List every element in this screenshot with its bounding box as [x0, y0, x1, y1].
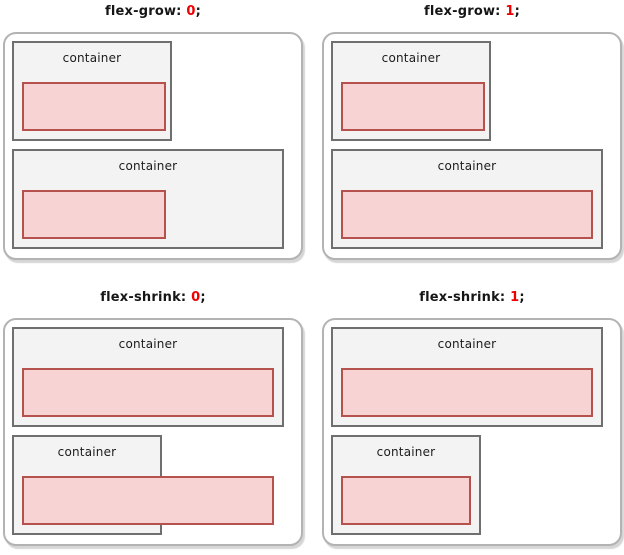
- title-property: flex-grow:: [105, 4, 182, 19]
- flex-item-overflowing: [22, 476, 274, 525]
- container-label: container: [381, 51, 441, 65]
- flex-item: [22, 368, 274, 417]
- figure-title: flex-grow: 1;: [322, 3, 622, 20]
- container-box: container: [331, 435, 481, 535]
- figure-title: flex-shrink: 0;: [3, 289, 303, 306]
- container-label: container: [376, 445, 436, 459]
- panel: container container: [322, 318, 622, 546]
- title-property: flex-shrink:: [419, 290, 506, 305]
- container-label: container: [62, 51, 122, 65]
- panel: container container: [3, 318, 303, 546]
- flex-item: [341, 368, 593, 417]
- figure-flex-grow-1: flex-grow: 1; container container: [322, 3, 622, 260]
- container-label: container: [437, 159, 497, 173]
- title-suffix: ;: [514, 4, 520, 19]
- title-property: flex-grow:: [424, 4, 501, 19]
- container-label: container: [118, 159, 178, 173]
- panel: container container: [322, 32, 622, 260]
- container-box: container: [12, 327, 284, 427]
- flex-item: [22, 190, 166, 239]
- title-value: 1: [510, 290, 520, 305]
- flex-item: [22, 82, 166, 131]
- container-box: container: [331, 41, 491, 141]
- figure-flex-grow-0: flex-grow: 0; container container: [3, 3, 303, 260]
- figure-title: flex-grow: 0;: [3, 3, 303, 20]
- container-label: container: [118, 337, 178, 351]
- container-label: container: [437, 337, 497, 351]
- title-property: flex-shrink:: [100, 290, 187, 305]
- flex-item: [341, 190, 593, 239]
- container-label: container: [57, 445, 117, 459]
- container-box: container: [331, 327, 603, 427]
- container-box: container: [12, 435, 274, 535]
- flex-item: [341, 82, 485, 131]
- title-value: 0: [186, 4, 196, 19]
- container-box: container: [12, 41, 172, 141]
- title-suffix: ;: [195, 4, 201, 19]
- title-suffix: ;: [200, 290, 206, 305]
- figure-title: flex-shrink: 1;: [322, 289, 622, 306]
- figure-flex-shrink-0: flex-shrink: 0; container container: [3, 289, 303, 546]
- title-value: 0: [191, 290, 201, 305]
- title-suffix: ;: [519, 290, 525, 305]
- panel: container container: [3, 32, 303, 260]
- container-box: container: [331, 149, 603, 249]
- container-box: container: [12, 149, 284, 249]
- title-value: 1: [505, 4, 515, 19]
- flex-item-shrunk: [341, 476, 471, 525]
- figure-flex-shrink-1: flex-shrink: 1; container container: [322, 289, 622, 546]
